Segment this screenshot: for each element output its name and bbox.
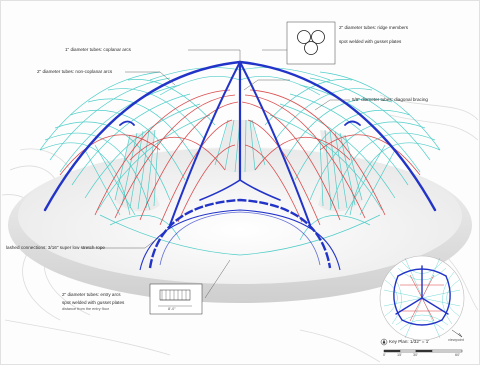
label-entry-arcs: 2" diameter tubes: entry arcs	[62, 292, 121, 297]
label-lashed-connections: lashed connections: 3/16" super low stre…	[6, 245, 105, 250]
key-plan-north-symbol	[380, 338, 388, 346]
label-noncoplanar-arcs: 2" diameter tubes: non-coplanar arcs	[37, 69, 113, 74]
scale-bar	[383, 349, 463, 353]
diagonal-bracing-lattice	[39, 67, 441, 256]
label-entry-dimension: 8'-0"	[168, 307, 176, 311]
scale-tick-1: 15'	[397, 353, 402, 357]
scale-tick-2: 30'	[413, 353, 418, 357]
ridge-section-icon	[286, 21, 336, 65]
entry-arc-detail	[149, 283, 203, 315]
label-spot-welded-bottom: spot welded with gusset plates	[62, 300, 125, 305]
label-viewpoint: viewpoint	[448, 338, 464, 342]
scale-tick-0: 0'	[383, 353, 386, 357]
label-diagonal-bracing: 5/8" diameter tubes: diagonal bracing	[352, 97, 428, 102]
label-entry-note: distance from the entry floor	[62, 307, 110, 311]
entry-arcs	[139, 198, 341, 271]
label-spot-welded-top: spot welded with gusset plates	[339, 39, 402, 44]
ridge-members	[43, 60, 437, 226]
label-coplanar-arcs: 1" diameter tubes: coplanar arcs	[65, 47, 131, 52]
leader-lines	[82, 49, 350, 299]
key-plan-diagram	[379, 255, 465, 341]
scale-tick-3: 60'	[455, 353, 460, 357]
label-ridge-members: 2" diameter tubes: ridge members	[339, 25, 409, 30]
key-plan-title: Key Plan: 1/32" = 1'	[389, 339, 430, 344]
